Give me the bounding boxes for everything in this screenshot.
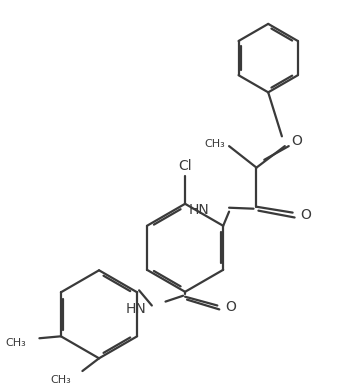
Text: CH₃: CH₃: [204, 139, 225, 149]
Text: HN: HN: [189, 203, 210, 217]
Text: CH₃: CH₃: [50, 375, 71, 385]
Text: O: O: [300, 208, 311, 222]
Text: O: O: [292, 134, 303, 148]
Text: HN: HN: [125, 302, 146, 317]
Text: CH₃: CH₃: [5, 338, 26, 348]
Text: O: O: [225, 300, 236, 315]
Text: Cl: Cl: [178, 159, 192, 173]
